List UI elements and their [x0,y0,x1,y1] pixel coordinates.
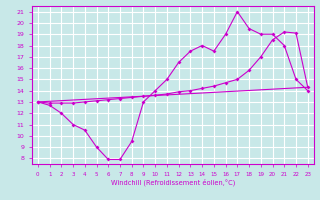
X-axis label: Windchill (Refroidissement éolien,°C): Windchill (Refroidissement éolien,°C) [111,178,235,186]
